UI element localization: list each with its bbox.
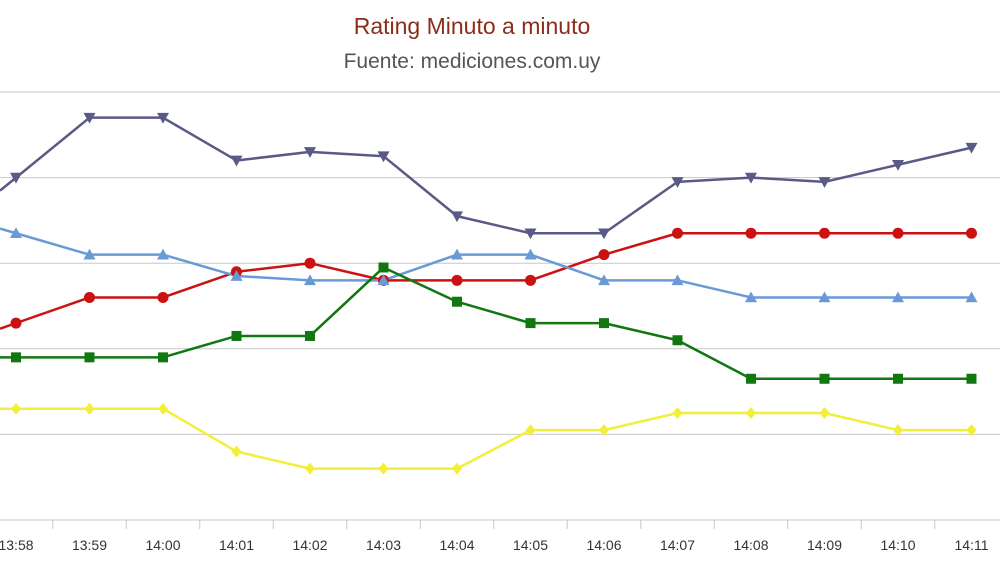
data-point <box>231 330 242 341</box>
data-point <box>230 155 243 167</box>
data-point <box>745 172 757 184</box>
data-point <box>524 248 537 260</box>
data-point <box>84 352 95 363</box>
data-point <box>84 291 95 303</box>
chart-subtitle: Fuente: mediciones.com.uy <box>344 50 601 73</box>
data-point <box>965 142 978 154</box>
data-point <box>819 407 830 419</box>
data-point <box>158 352 168 363</box>
data-point <box>378 262 389 273</box>
data-point <box>452 462 462 475</box>
data-point <box>305 330 315 341</box>
x-tick-label: 14:09 <box>807 537 842 553</box>
data-point <box>157 291 169 303</box>
data-point <box>893 373 903 384</box>
x-tick-label: 14:06 <box>586 537 621 553</box>
data-point <box>746 407 756 419</box>
data-point <box>378 462 389 475</box>
series-line <box>0 266 972 381</box>
data-point <box>745 291 757 303</box>
data-point <box>83 248 96 260</box>
data-point <box>965 291 978 303</box>
data-point <box>10 227 22 239</box>
x-tick-label: 14:05 <box>513 537 548 553</box>
data-point <box>818 291 831 303</box>
data-point <box>671 274 684 286</box>
data-point <box>672 335 683 346</box>
x-tick-label: 14:02 <box>292 537 327 553</box>
data-point <box>230 270 243 281</box>
data-point <box>598 228 610 240</box>
data-point <box>671 177 684 188</box>
data-point <box>377 151 390 163</box>
x-tick-label: 14:11 <box>955 537 989 553</box>
data-point <box>304 257 316 269</box>
data-point <box>525 424 536 437</box>
data-point <box>672 227 683 239</box>
data-point <box>231 445 242 458</box>
x-tick-label: 14:01 <box>219 537 254 553</box>
x-tick-label: 14:10 <box>880 537 915 553</box>
grid-lines <box>0 91 1000 435</box>
data-point <box>893 424 903 437</box>
data-point <box>746 373 756 384</box>
data-point <box>819 373 830 384</box>
data-point <box>84 402 95 415</box>
data-point <box>157 112 169 124</box>
x-axis: 13:58 13:59 14:00 14:01 14:02 14:03 14:04 14:05… <box>0 519 1000 553</box>
data-point <box>525 318 536 329</box>
chart-title: Rating Minuto a minuto <box>354 13 591 39</box>
data-point <box>451 211 463 223</box>
series-line <box>0 116 972 235</box>
x-tick-label: 13:59 <box>72 537 107 553</box>
data-point <box>599 424 609 437</box>
data-point <box>451 248 463 260</box>
x-tick-label: 14:03 <box>366 537 401 553</box>
data-point <box>305 462 315 475</box>
x-tick-label: 13:58 <box>0 537 34 553</box>
data-point <box>83 112 96 124</box>
x-tick-label: 14:00 <box>145 537 180 553</box>
data-point <box>966 424 977 437</box>
data-point <box>524 228 537 240</box>
x-tick-label: 14:07 <box>660 537 695 553</box>
series-line <box>0 231 972 330</box>
data-point <box>672 407 683 419</box>
data-point <box>11 402 21 415</box>
data-point <box>598 274 610 286</box>
data-point <box>892 227 904 239</box>
data-point <box>451 274 463 286</box>
data-point <box>892 291 904 303</box>
data-point <box>966 373 977 384</box>
data-point <box>11 352 21 363</box>
data-point <box>892 159 904 171</box>
data-point <box>525 274 536 286</box>
data-point <box>818 177 831 188</box>
data-point <box>452 296 462 307</box>
data-point <box>158 402 168 415</box>
data-point <box>10 172 22 184</box>
data-point <box>598 249 610 261</box>
data-point <box>599 318 609 329</box>
x-tick-label: 14:04 <box>439 537 474 553</box>
data-point <box>304 147 316 158</box>
x-tick-label: 14:08 <box>733 537 768 553</box>
data-point <box>377 274 390 286</box>
data-point <box>157 248 169 260</box>
series-markers <box>10 112 978 475</box>
data-point <box>745 227 757 239</box>
data-point <box>819 227 830 239</box>
series-line <box>0 407 972 470</box>
data-point <box>304 274 316 286</box>
data-point <box>10 317 22 329</box>
data-point <box>966 227 977 239</box>
